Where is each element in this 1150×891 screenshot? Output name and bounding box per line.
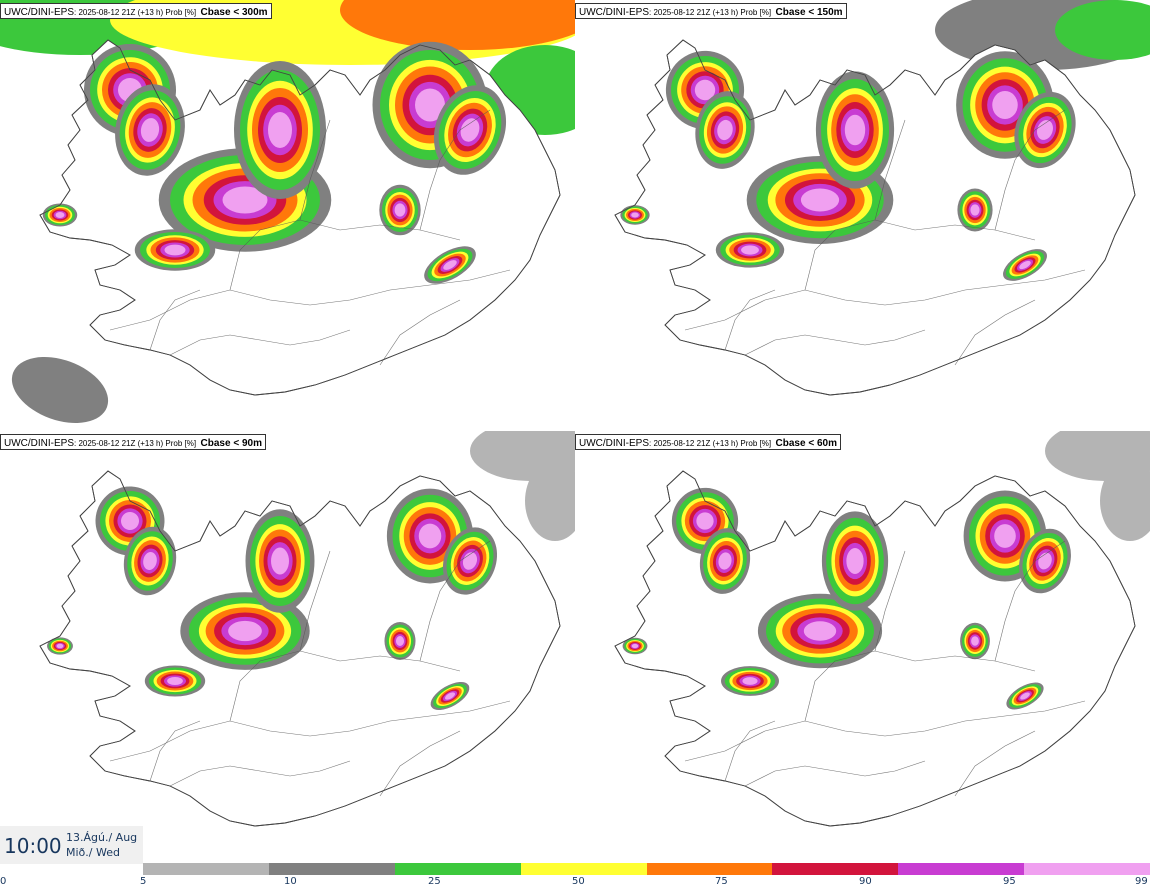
colorbar-segment [520, 863, 647, 875]
probability-area [164, 244, 186, 256]
colorbar-tick-label: 10 [284, 876, 297, 887]
probability-area [340, 0, 575, 50]
probability-area [1019, 260, 1031, 270]
probability-area [444, 692, 456, 700]
panel-source: UWC/DINI-EPS [4, 7, 74, 18]
probability-area [1037, 120, 1053, 140]
colorbar-tick-label: 5 [140, 876, 147, 887]
probability-colorbar [143, 863, 1150, 875]
probability-area [418, 523, 442, 549]
probability-area [717, 119, 733, 141]
probability-area [1020, 692, 1030, 700]
valid-time-box: 10:00 13.Ágú./ Aug Mið./ Wed [0, 826, 143, 864]
probability-area [994, 524, 1016, 548]
probability-area [11, 357, 109, 423]
probability-area [971, 636, 979, 646]
map-panel-150m: UWC/DINI-EPS: 2025-08-12 21Z (+13 h) Pro… [575, 0, 1150, 430]
colorbar-segment [772, 863, 899, 875]
probability-area [443, 260, 457, 270]
iceland-map-svg [614, 431, 1150, 827]
map-panel-300m: UWC/DINI-EPS: 2025-08-12 21Z (+13 h) Pro… [0, 0, 575, 430]
probability-area [228, 620, 262, 642]
probability-area [222, 186, 268, 214]
probability-area [143, 552, 157, 570]
probability-area [846, 548, 864, 574]
coastline [39, 470, 561, 827]
colorbar-tick-label: 99 [1135, 876, 1148, 887]
colorbar-ticks: 0 5 10 25 50 75 90 95 99 [0, 876, 1150, 890]
colorbar-tick-label: 50 [572, 876, 585, 887]
valid-date: 13.Ágú./ Aug [66, 831, 138, 844]
iceland-map-svg [0, 0, 575, 423]
panel-source: UWC/DINI-EPS [4, 438, 74, 449]
coastline [614, 39, 1136, 396]
panel-meta: : 2025-08-12 21Z (+13 h) Prob [%] [649, 8, 772, 17]
panel-source: UWC/DINI-EPS [579, 438, 649, 449]
colorbar-tick-label: 95 [1003, 876, 1016, 887]
panel-parameter: Cbase < 60m [775, 438, 837, 449]
probability-area [394, 203, 406, 217]
probability-area [460, 118, 480, 142]
probability-area [992, 90, 1018, 120]
probability-area [844, 114, 866, 146]
valid-weekday: Mið./ Wed [66, 846, 120, 859]
colorbar-segment [898, 863, 1025, 875]
panel-meta: : 2025-08-12 21Z (+13 h) Prob [%] [649, 439, 772, 448]
panel-parameter: Cbase < 90m [200, 438, 262, 449]
colorbar-segment [646, 863, 773, 875]
probability-area [140, 118, 160, 142]
probability-area [271, 547, 289, 575]
colorbar-segment [268, 863, 395, 875]
probability-area [121, 512, 139, 530]
colorbar-segment [1024, 863, 1150, 875]
map-panel-90m: UWC/DINI-EPS: 2025-08-12 21Z (+13 h) Pro… [0, 431, 575, 861]
panel-title: UWC/DINI-EPS: 2025-08-12 21Z (+13 h) Pro… [0, 434, 266, 450]
probability-area [1055, 0, 1150, 60]
panel-parameter: Cbase < 300m [200, 7, 268, 18]
map-panel-60m: UWC/DINI-EPS: 2025-08-12 21Z (+13 h) Pro… [575, 431, 1150, 861]
probability-area [56, 643, 64, 649]
panel-meta: : 2025-08-12 21Z (+13 h) Prob [%] [74, 8, 197, 17]
probability-area [694, 79, 716, 101]
valid-time: 10:00 [4, 834, 62, 858]
panel-source: UWC/DINI-EPS [579, 7, 649, 18]
probability-area [742, 677, 758, 685]
probability-area [1100, 461, 1150, 541]
probability-area [268, 112, 292, 148]
coastline [39, 39, 561, 396]
panel-title: UWC/DINI-EPS: 2025-08-12 21Z (+13 h) Pro… [575, 434, 841, 450]
probability-area [395, 636, 405, 646]
probability-area [525, 461, 575, 541]
probability-area [55, 212, 65, 218]
iceland-map-svg [614, 0, 1150, 396]
panel-meta: : 2025-08-12 21Z (+13 h) Prob [%] [74, 439, 197, 448]
panel-parameter: Cbase < 150m [775, 7, 843, 18]
probability-area [415, 88, 445, 122]
probability-area [167, 676, 183, 686]
panel-title: UWC/DINI-EPS: 2025-08-12 21Z (+13 h) Pro… [0, 3, 272, 19]
probability-area [631, 643, 639, 649]
probability-area [970, 204, 980, 216]
probability-area [803, 621, 837, 641]
coastline [614, 470, 1136, 827]
probability-area [631, 212, 639, 218]
colorbar-tick-label: 90 [859, 876, 872, 887]
probability-area [718, 552, 732, 570]
probability-area [741, 245, 759, 255]
colorbar-segment [143, 863, 269, 875]
colorbar-tick-label: 75 [715, 876, 728, 887]
iceland-map-svg [39, 431, 575, 827]
probability-area [800, 188, 840, 212]
probability-area [696, 512, 714, 530]
colorbar-tick-label: 0 [0, 876, 7, 887]
colorbar-segment [394, 863, 521, 875]
colorbar-tick-label: 25 [428, 876, 441, 887]
panel-title: UWC/DINI-EPS: 2025-08-12 21Z (+13 h) Pro… [575, 3, 847, 19]
